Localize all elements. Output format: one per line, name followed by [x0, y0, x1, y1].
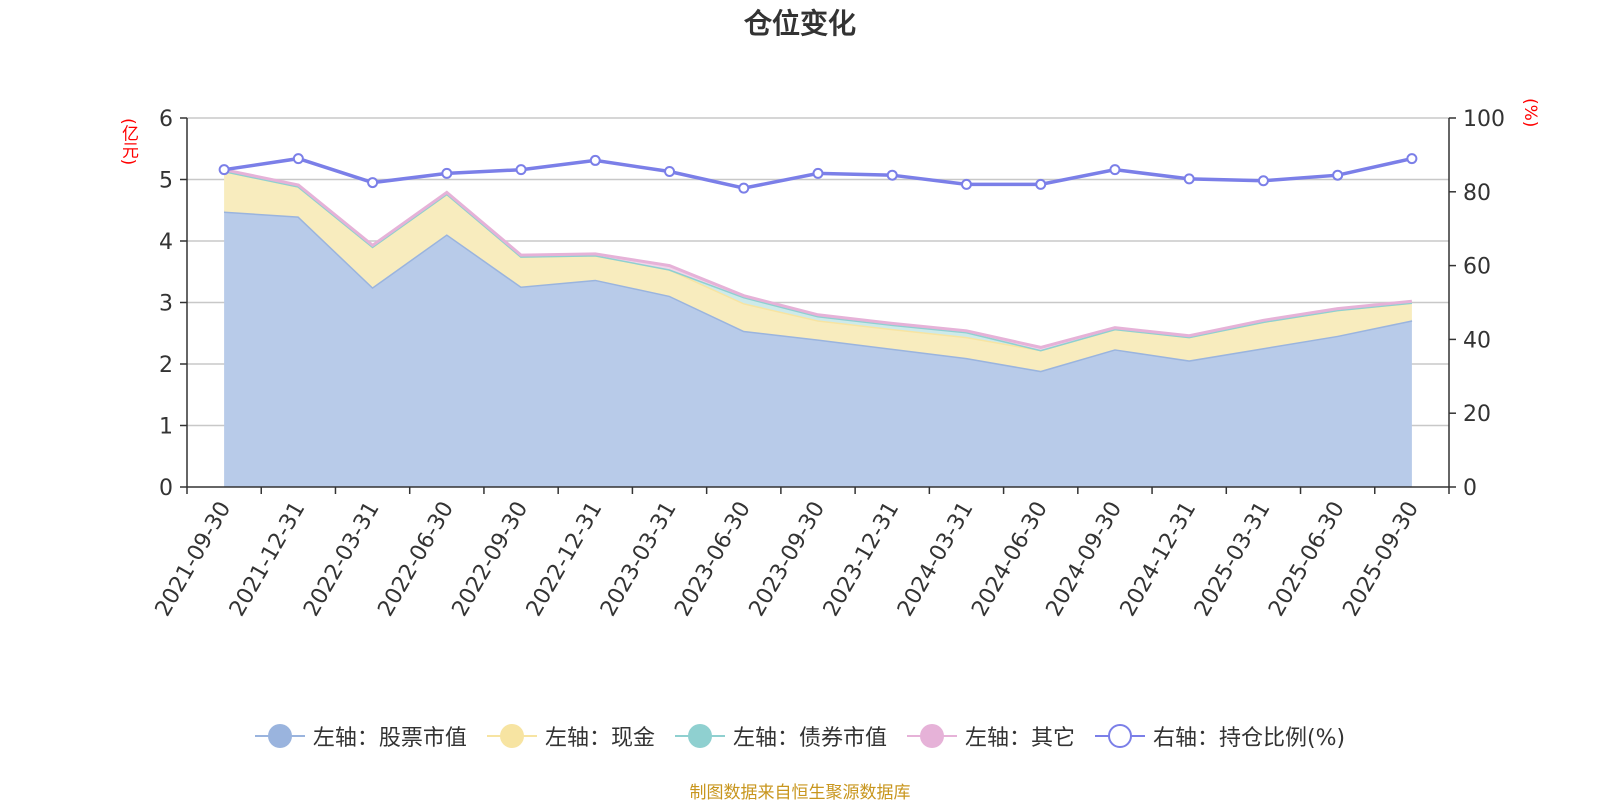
- ratio-point-2023-12-31: [886, 169, 898, 181]
- right-tick-label-100: 100: [1463, 107, 1505, 132]
- ratio-point-2021-09-30: [218, 164, 230, 176]
- x-label-2024-06-30: 2024-06-30: [967, 498, 1053, 621]
- legend-label-bond: 左轴：债券市值: [732, 726, 887, 751]
- legend-label-other: 左轴：其它: [964, 726, 1075, 751]
- legend-item-stock[interactable]: 左轴：股票市值: [254, 720, 467, 752]
- ratio-point-2024-03-31: [960, 178, 972, 190]
- legend-item-bond[interactable]: 左轴：债券市值: [674, 720, 887, 752]
- ratio-point-2022-06-30: [441, 167, 453, 179]
- right-tick-label-60: 60: [1463, 255, 1491, 280]
- ratio-point-2025-09-30: [1406, 153, 1418, 165]
- data-source-note: 制图数据来自恒生聚源数据库: [689, 783, 911, 803]
- right-tick-label-0: 0: [1463, 476, 1477, 501]
- legend-item-cash[interactable]: 左轴：现金: [486, 720, 655, 752]
- x-label-2023-12-31: 2023-12-31: [819, 498, 905, 621]
- legend-marker-bond: [674, 723, 725, 749]
- x-label-2024-09-30: 2024-09-30: [1041, 498, 1127, 621]
- left-tick-label-0: 0: [159, 476, 173, 501]
- ratio-point-2025-03-31: [1257, 175, 1269, 187]
- ratio-point-2023-03-31: [664, 166, 676, 178]
- left-tick-label-4: 4: [159, 230, 173, 255]
- right-tick-label-80: 80: [1463, 181, 1491, 206]
- left-axis-unit: (亿元): [118, 118, 138, 166]
- left-tick-label-2: 2: [159, 353, 173, 378]
- x-label-2024-03-31: 2024-03-31: [893, 498, 979, 621]
- x-label-2025-09-30: 2025-09-30: [1338, 498, 1424, 621]
- x-label-2022-12-31: 2022-12-31: [522, 498, 608, 621]
- x-label-2025-03-31: 2025-03-31: [1190, 498, 1276, 621]
- ratio-point-2024-12-31: [1183, 173, 1195, 185]
- area-1: [224, 170, 1412, 371]
- x-label-2023-09-30: 2023-09-30: [745, 498, 831, 621]
- x-label-2022-06-30: 2022-06-30: [373, 497, 459, 620]
- x-label-2024-12-31: 2024-12-31: [1116, 498, 1202, 621]
- ratio-point-2021-12-31: [292, 153, 304, 165]
- x-label-2025-06-30: 2025-06-30: [1264, 498, 1350, 621]
- legend-marker-stock: [254, 723, 305, 749]
- ratio-point-2024-09-30: [1109, 164, 1121, 176]
- legend-marker-other: [906, 723, 957, 749]
- x-label-2023-03-31: 2023-03-31: [596, 498, 682, 621]
- ratio-point-2022-12-31: [589, 154, 601, 166]
- left-tick-label-3: 3: [159, 292, 173, 317]
- left-tick-label-6: 6: [159, 107, 173, 132]
- x-label-2022-03-31: 2022-03-31: [299, 498, 385, 621]
- right-tick-label-20: 20: [1463, 402, 1491, 427]
- ratio-point-2023-06-30: [738, 182, 750, 194]
- area-0: [224, 211, 1412, 487]
- ratio-point-2022-09-30: [515, 164, 527, 176]
- chart-title: 仓位变化: [743, 7, 856, 40]
- ratio-point-2022-03-31: [367, 177, 379, 189]
- ratio-point-2024-06-30: [1035, 178, 1047, 190]
- holding-ratio-series: [218, 153, 1418, 194]
- x-label-2021-09-30: 2021-09-30: [151, 498, 237, 621]
- stacked-areas: [223, 168, 1413, 487]
- legend-label-stock: 左轴：股票市值: [312, 726, 467, 751]
- legend-marker-cash: [486, 723, 537, 749]
- left-tick-label-5: 5: [159, 169, 173, 194]
- x-label-2022-09-30: 2022-09-30: [448, 498, 534, 621]
- left-tick-label-1: 1: [159, 415, 173, 440]
- legend-label-ratio: 右轴：持仓比例(%): [1152, 726, 1346, 751]
- legend-marker-ratio: [1094, 723, 1145, 749]
- legend-item-ratio[interactable]: 右轴：持仓比例(%): [1094, 720, 1346, 752]
- legend-label-cash: 左轴：现金: [544, 726, 655, 751]
- legend-item-other[interactable]: 左轴：其它: [906, 720, 1075, 752]
- right-axis-unit: (%): [1520, 98, 1540, 128]
- x-label-2023-06-30: 2023-06-30: [670, 498, 756, 621]
- ratio-point-2023-09-30: [812, 167, 824, 179]
- area-line-3: [223, 168, 1413, 349]
- chart-legend: 左轴：股票市值 左轴：现金 左轴：债券市值 左轴：其它 右轴：持仓比例(%): [0, 716, 1600, 756]
- ratio-point-2025-06-30: [1332, 169, 1344, 181]
- right-tick-label-40: 40: [1463, 328, 1491, 353]
- x-label-2021-12-31: 2021-12-31: [225, 498, 311, 621]
